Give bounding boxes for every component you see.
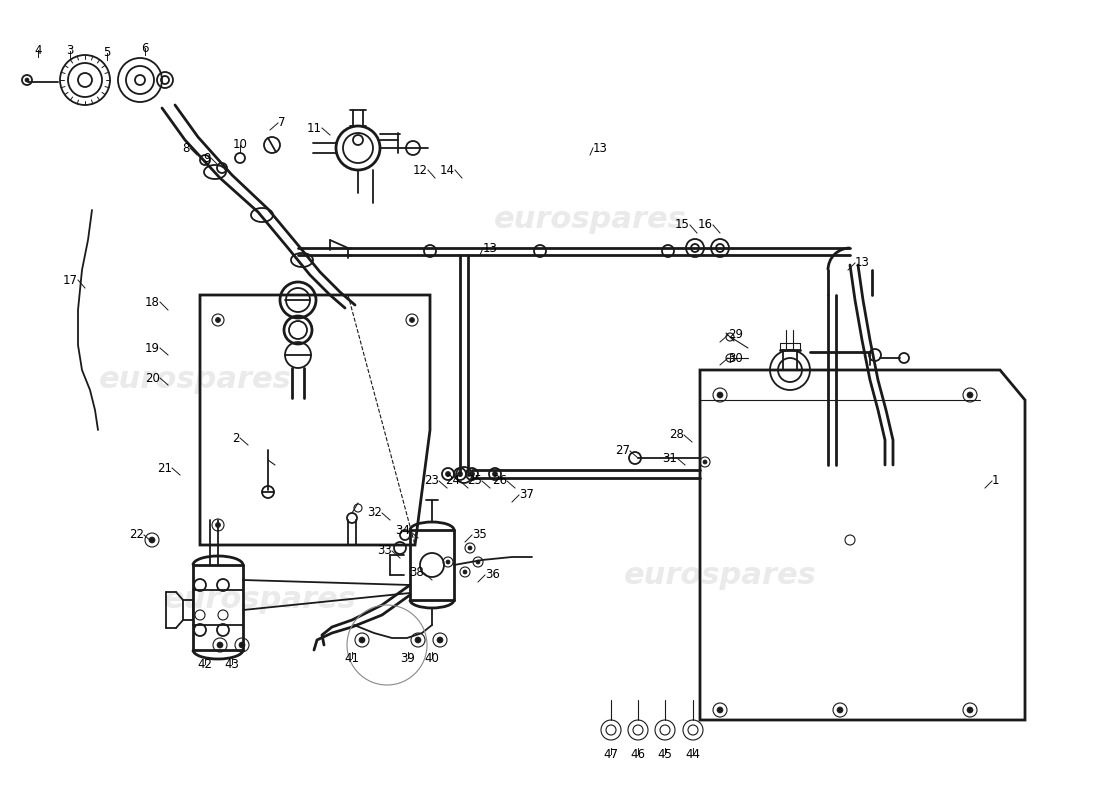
Text: 9: 9 — [204, 151, 211, 165]
Circle shape — [216, 318, 220, 322]
Circle shape — [493, 471, 497, 477]
Circle shape — [446, 560, 450, 564]
Circle shape — [437, 637, 443, 643]
Text: 21: 21 — [157, 462, 172, 474]
Text: 38: 38 — [409, 566, 424, 579]
Circle shape — [468, 546, 472, 550]
Text: 23: 23 — [425, 474, 439, 487]
Text: 35: 35 — [472, 529, 486, 542]
Circle shape — [837, 707, 843, 713]
Text: 47: 47 — [604, 747, 618, 761]
Circle shape — [458, 471, 462, 477]
Text: 37: 37 — [519, 489, 534, 502]
Circle shape — [148, 537, 155, 543]
Text: 1: 1 — [992, 474, 1000, 487]
Circle shape — [415, 637, 421, 643]
Text: eurospares: eurospares — [164, 586, 356, 614]
Text: 34: 34 — [395, 525, 410, 538]
Text: 40: 40 — [425, 651, 439, 665]
Text: 36: 36 — [485, 569, 499, 582]
Text: 18: 18 — [145, 295, 160, 309]
Text: 22: 22 — [129, 529, 144, 542]
Circle shape — [717, 392, 723, 398]
Text: 45: 45 — [658, 747, 672, 761]
Text: 8: 8 — [183, 142, 190, 154]
Circle shape — [239, 642, 245, 648]
Text: eurospares: eurospares — [99, 366, 292, 394]
Text: 24: 24 — [446, 474, 460, 487]
Text: 31: 31 — [662, 451, 676, 465]
Circle shape — [967, 392, 974, 398]
Text: eurospares: eurospares — [624, 561, 816, 590]
Text: 16: 16 — [698, 218, 713, 231]
Text: 3: 3 — [66, 45, 74, 58]
Text: 32: 32 — [367, 506, 382, 519]
Text: 46: 46 — [630, 747, 646, 761]
Text: 13: 13 — [593, 142, 608, 154]
Text: 12: 12 — [412, 163, 428, 177]
Text: 5: 5 — [103, 46, 111, 59]
Text: 41: 41 — [344, 651, 360, 665]
Text: 13: 13 — [483, 242, 498, 254]
Circle shape — [470, 471, 474, 477]
Text: 29: 29 — [728, 329, 743, 342]
Text: 42: 42 — [198, 658, 212, 670]
Text: 6: 6 — [141, 42, 149, 54]
Circle shape — [216, 522, 220, 527]
Circle shape — [25, 78, 29, 82]
Text: 17: 17 — [63, 274, 78, 286]
Text: 2: 2 — [232, 431, 240, 445]
Text: 27: 27 — [615, 445, 630, 458]
Circle shape — [446, 471, 451, 477]
Text: 19: 19 — [145, 342, 160, 354]
Text: 43: 43 — [224, 658, 240, 670]
Circle shape — [476, 560, 480, 564]
Text: 39: 39 — [400, 651, 416, 665]
Circle shape — [703, 460, 707, 464]
Text: 28: 28 — [669, 429, 684, 442]
Text: 14: 14 — [440, 163, 455, 177]
Circle shape — [463, 570, 467, 574]
Text: 30: 30 — [728, 351, 743, 365]
Text: 26: 26 — [492, 474, 507, 487]
Circle shape — [409, 318, 415, 322]
Text: 7: 7 — [278, 117, 286, 130]
Text: eurospares: eurospares — [494, 206, 686, 234]
Circle shape — [217, 642, 223, 648]
Circle shape — [717, 707, 723, 713]
Circle shape — [359, 637, 365, 643]
Text: 4: 4 — [34, 43, 42, 57]
Text: 13: 13 — [855, 257, 870, 270]
Circle shape — [967, 707, 974, 713]
Text: 15: 15 — [675, 218, 690, 231]
Text: 20: 20 — [145, 371, 160, 385]
Text: 10: 10 — [232, 138, 248, 151]
Text: 33: 33 — [377, 545, 392, 558]
Text: 25: 25 — [468, 474, 482, 487]
Text: 44: 44 — [685, 747, 701, 761]
Text: 11: 11 — [307, 122, 322, 134]
